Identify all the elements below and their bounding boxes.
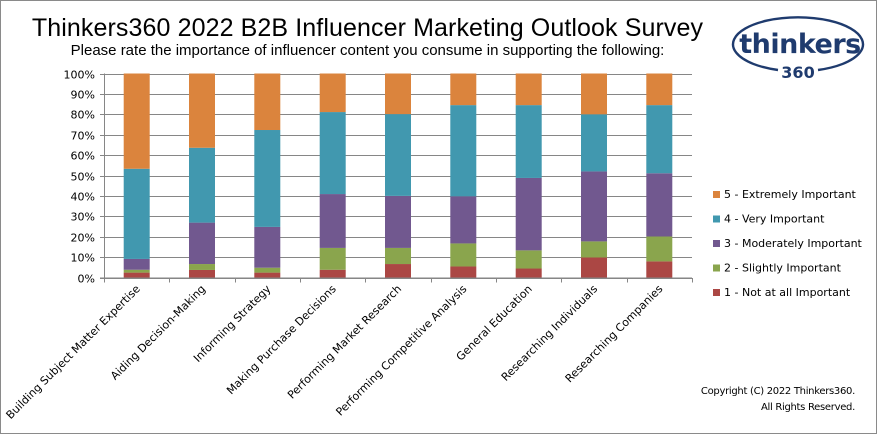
y-tick-label: 0% [78, 273, 95, 286]
bar-segment [319, 73, 346, 113]
bar-stack [515, 73, 542, 278]
legend-label: 5 - Extremely Important [724, 188, 857, 201]
y-tick-label: 20% [71, 232, 95, 245]
legend: 5 - Extremely Important 4 - Very Importan… [713, 188, 863, 299]
bar-segment [450, 105, 477, 197]
bar-segment [581, 73, 607, 115]
bar-segment [254, 73, 281, 131]
bar-segment [254, 130, 281, 227]
bar-segment [123, 73, 150, 169]
legend-label: 4 - Very Important [724, 213, 825, 226]
bar-segment [581, 241, 607, 258]
legend-swatch [713, 264, 720, 272]
legend-item: 4 - Very Important [713, 213, 825, 226]
bar-segment [385, 264, 411, 278]
y-tick-label: 80% [71, 109, 95, 122]
legend-swatch [713, 215, 720, 223]
legend-item: 2 - Slightly Important [713, 262, 842, 275]
bar-segment [515, 177, 542, 251]
bar-segment [646, 73, 673, 106]
chart-subtitle: Please rate the importance of influencer… [70, 42, 665, 59]
copyright-line-2: All Rights Reserved. [760, 402, 855, 413]
bar-segment [319, 194, 346, 248]
bar-segment [319, 112, 346, 195]
copyright-notice: Copyright (C) 2022 Thinkers360. All Righ… [701, 384, 855, 416]
y-axis-tick-labels: 0% 10% 20% 30% 40% 50% 60% 70% 80% 90% 100% [64, 69, 95, 286]
bar-stack [646, 73, 673, 278]
bar-segment [385, 195, 411, 248]
bar-segment [646, 236, 673, 262]
legend-item: 1 - Not at all Important [713, 286, 851, 299]
bar-segment [581, 171, 607, 242]
bar-segment [123, 269, 150, 273]
bar-segment [450, 243, 477, 267]
y-tick-label: 90% [71, 89, 95, 102]
bar-stack [385, 73, 411, 278]
y-tick-label: 100% [64, 69, 95, 82]
legend-swatch [713, 289, 720, 296]
x-tick-label: Making Purchase Decisions [224, 282, 339, 397]
y-tick-label: 10% [71, 252, 95, 265]
bar-segment [515, 73, 542, 106]
legend-label: 2 - Slightly Important [724, 262, 842, 275]
bar-segment [189, 264, 215, 270]
bar-segment [385, 247, 411, 265]
y-tick-label: 70% [71, 130, 95, 143]
bar-stack [123, 73, 150, 278]
bar-segment [123, 168, 150, 259]
bar-segment [123, 272, 150, 278]
legend-swatch [713, 240, 720, 247]
bar-segment [254, 272, 281, 278]
y-tick-label: 30% [71, 211, 95, 224]
y-tick-label: 50% [71, 171, 95, 184]
y-tick-label: 40% [71, 191, 95, 204]
bar-stack [189, 73, 215, 278]
x-tick-label: Performing Competitive Analysis [333, 282, 469, 418]
bar-stack [581, 73, 607, 278]
bar-segment [189, 222, 215, 265]
bar-segment [319, 247, 346, 270]
chart-title: Thinkers360 2022 B2B Influencer Marketin… [31, 14, 704, 42]
copyright-line-1: Copyright (C) 2022 Thinkers360. [700, 386, 855, 397]
bar-segment [646, 105, 673, 174]
bar-stack [450, 73, 477, 278]
x-tick-label: Performing Market Research [285, 282, 404, 401]
bar-segment [515, 250, 542, 269]
bar-segment [385, 73, 411, 115]
axes [100, 73, 693, 283]
bar-segment [254, 226, 281, 268]
legend-item: 3 - Moderately Important [713, 237, 863, 250]
bar-segment [581, 257, 607, 278]
bar-segment [385, 114, 411, 196]
bar-segment [189, 147, 215, 223]
bar-segment [189, 73, 215, 148]
x-tick-label: Building Subject Matter Expertise [3, 282, 142, 421]
bar-segment [515, 268, 542, 278]
legend-item: 5 - Extremely Important [713, 188, 857, 201]
bar-segment [254, 267, 281, 273]
bar-stack [319, 73, 346, 278]
bar-segment [319, 269, 346, 278]
bar-segment [123, 258, 150, 270]
bar-segment [450, 266, 477, 278]
bar-segment [646, 173, 673, 237]
bar-segment [581, 114, 607, 172]
bar-segment [450, 73, 477, 106]
y-tick-label: 60% [71, 150, 95, 163]
x-axis-tick-labels: Building Subject Matter ExpertiseAiding … [3, 282, 665, 422]
legend-label: 3 - Moderately Important [724, 237, 863, 250]
bar-stack [254, 73, 281, 278]
legend-swatch [713, 191, 720, 198]
bar-segment [646, 261, 673, 278]
bar-segment [515, 105, 542, 178]
bar-segment [450, 196, 477, 244]
legend-label: 1 - Not at all Important [724, 286, 851, 299]
bars [123, 73, 673, 278]
bar-segment [189, 269, 215, 278]
